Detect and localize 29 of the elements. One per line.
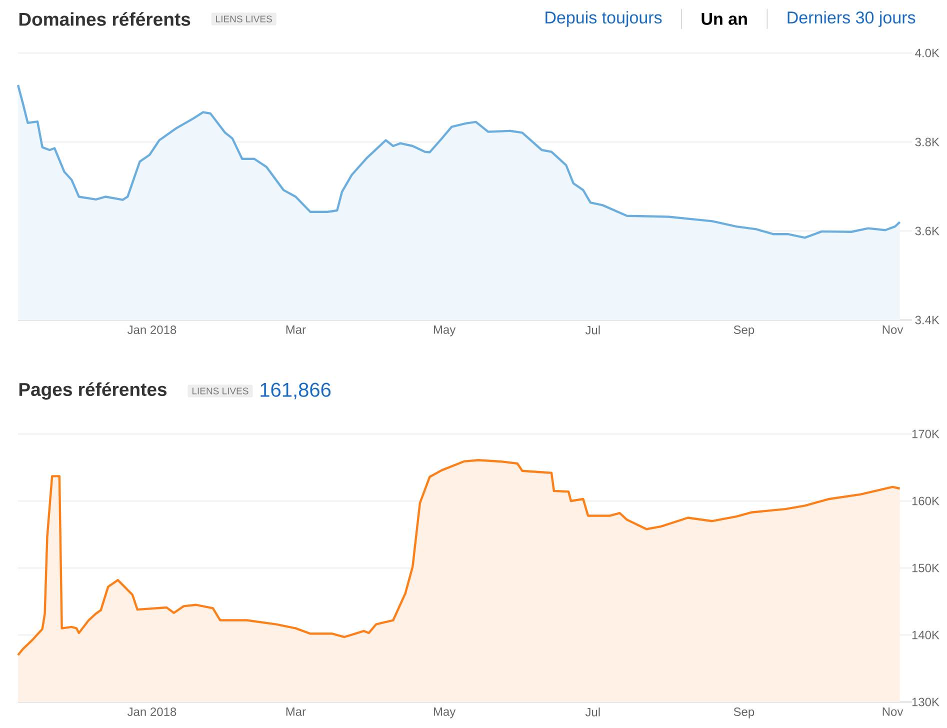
x-tick-label: Sep: [734, 326, 754, 336]
y-tick-label: 4.0K: [915, 48, 940, 58]
x-tick-label: Jul: [585, 708, 600, 716]
x-tick-label: May: [434, 708, 456, 718]
text: 161,866: [260, 382, 331, 400]
y-tick-label: 3.6K: [915, 226, 940, 236]
text: Derniers 30 jours: [788, 11, 916, 27]
y-tick-label: 3.4K: [915, 316, 940, 324]
x-tick-label: May: [434, 326, 456, 336]
chart-title: Pages référentes: [19, 382, 167, 400]
y-tick-label: 170K: [912, 430, 940, 438]
text: Un an: [702, 13, 747, 25]
y-tick-label: 130K: [912, 698, 940, 706]
text: LIENS LIVES: [192, 388, 248, 394]
y-tick-label: 160K: [912, 496, 940, 506]
x-tick-label: Mar: [286, 708, 306, 716]
x-tick-label: Jan 2018: [127, 708, 176, 716]
x-tick-label: Nov: [882, 708, 904, 716]
chart-title: Domaines référents: [19, 12, 190, 26]
text: Depuis toujours: [546, 11, 662, 27]
x-tick-label: Mar: [286, 326, 306, 334]
text: LIENS LIVES: [216, 16, 272, 22]
x-tick-label: Jul: [585, 326, 600, 334]
x-tick-label: Sep: [734, 708, 754, 718]
y-tick-label: 150K: [912, 564, 940, 572]
y-tick-label: 140K: [912, 630, 940, 640]
x-tick-label: Jan 2018: [127, 326, 176, 334]
y-tick-label: 3.8K: [915, 138, 940, 146]
x-tick-label: Nov: [882, 326, 904, 334]
